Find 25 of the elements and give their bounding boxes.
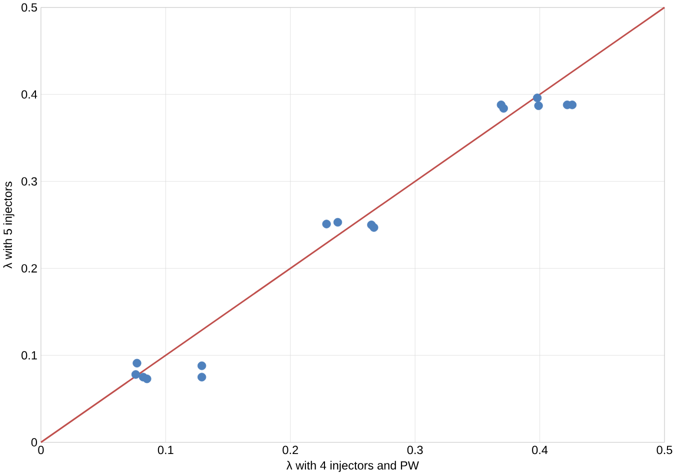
y-axis-title: λ with 5 injectors [3,182,14,268]
x-axis-title: λ with 4 injectors and PW [286,460,419,472]
point [370,223,378,232]
y-tick-label: 0.4 [22,90,38,99]
point [532,93,542,102]
x-tick-label: 0 [38,446,44,454]
point [197,372,206,382]
point [197,361,206,370]
x-tick-label: 0.5 [656,446,672,454]
x-tick-label: 0.2 [282,446,298,454]
x-tick-label: 0.4 [532,446,548,454]
y-tick-label: 0.1 [22,351,37,360]
point [132,358,142,368]
x-tick-label: 0.3 [407,446,423,454]
point [131,370,140,379]
y-tick-label: 0.5 [22,3,37,12]
point [322,220,331,228]
y-tick-label: 0.2 [22,264,37,272]
x-tick-label: 0.1 [158,446,174,454]
point [142,374,152,384]
point [499,104,508,113]
point [333,218,342,227]
y-tick-label: 0 [31,438,38,446]
y-tick-label: 0.3 [22,177,37,186]
point [534,101,543,110]
